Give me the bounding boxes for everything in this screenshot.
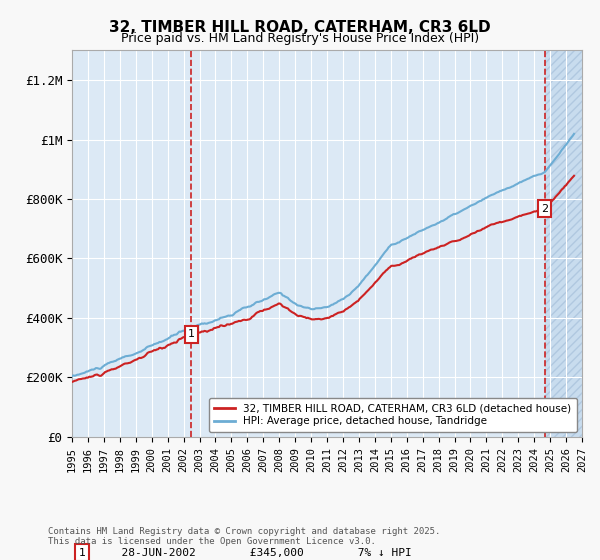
Text: 1: 1	[188, 329, 195, 339]
Text: 32, TIMBER HILL ROAD, CATERHAM, CR3 6LD: 32, TIMBER HILL ROAD, CATERHAM, CR3 6LD	[109, 20, 491, 35]
Text: 1: 1	[79, 548, 86, 558]
Text: 28-JUN-2002        £345,000        7% ↓ HPI: 28-JUN-2002 £345,000 7% ↓ HPI	[108, 548, 412, 558]
Polygon shape	[545, 50, 582, 437]
Text: Price paid vs. HM Land Registry's House Price Index (HPI): Price paid vs. HM Land Registry's House …	[121, 32, 479, 45]
Legend: 32, TIMBER HILL ROAD, CATERHAM, CR3 6LD (detached house), HPI: Average price, de: 32, TIMBER HILL ROAD, CATERHAM, CR3 6LD …	[209, 398, 577, 432]
Text: Contains HM Land Registry data © Crown copyright and database right 2025.
This d: Contains HM Land Registry data © Crown c…	[48, 526, 440, 546]
Text: 2: 2	[541, 203, 548, 213]
